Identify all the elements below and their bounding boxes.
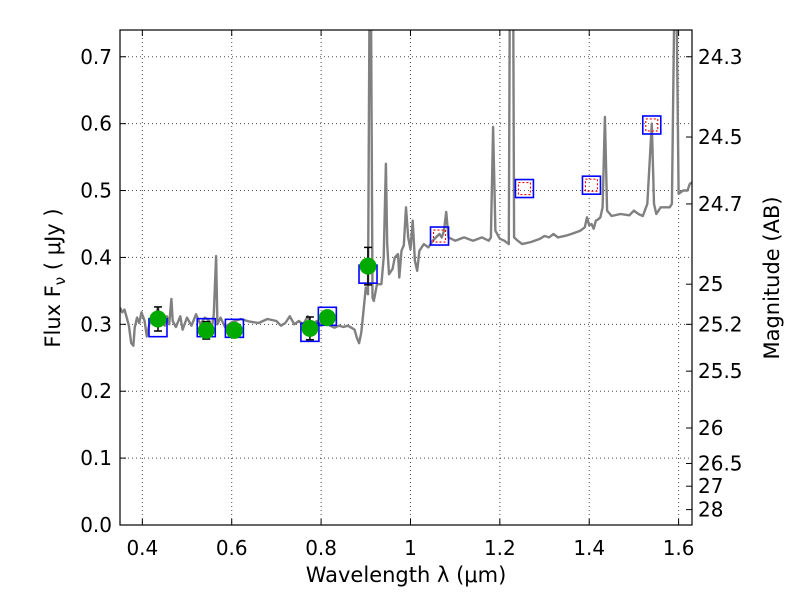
- y-tick-label: 0.0: [80, 513, 112, 537]
- y-tick-label: 0.2: [80, 379, 112, 403]
- x-tick-label: 1.6: [663, 536, 695, 560]
- x-tick-label: 1.4: [573, 536, 605, 560]
- model-box-marker: [514, 178, 535, 199]
- x-tick-label: 0.4: [126, 536, 158, 560]
- y-axis-label-unit: ( μJy ): [41, 208, 65, 276]
- observed-point: [197, 321, 215, 339]
- right-tick-label: 25: [698, 272, 723, 296]
- x-tick-label: 1: [404, 536, 417, 560]
- x-tick-label: 1.2: [484, 536, 516, 560]
- y-axis-label-main: Flux F: [41, 285, 65, 347]
- model-spectrum-line: [120, 30, 692, 347]
- right-tick-label: 26: [698, 416, 723, 440]
- x-axis-label: Wavelength λ (μm): [306, 563, 507, 587]
- observed-point: [225, 321, 243, 339]
- right-tick-label: 27: [698, 474, 723, 498]
- spectrum-layer: [120, 30, 692, 347]
- x-tick-label: 0.6: [216, 536, 248, 560]
- right-axis-label: Magnitude (AB): [760, 196, 784, 359]
- right-tick-label: 28: [698, 498, 723, 522]
- observed-point: [149, 310, 167, 328]
- y-axis-label-subscript: ν: [51, 277, 69, 285]
- model-box-marker: [641, 115, 662, 135]
- y-tick-label: 0.5: [80, 179, 112, 203]
- right-tick-label: 25.2: [698, 312, 743, 336]
- right-tick-label: 24.5: [698, 125, 743, 149]
- predicted-box-marker: [517, 181, 531, 196]
- y-tick-label: 0.4: [80, 245, 112, 269]
- y-tick-label: 0.3: [80, 312, 112, 336]
- predicted-box-marker: [432, 229, 447, 243]
- right-tick-label: 25.5: [698, 359, 743, 383]
- observed-point: [318, 309, 336, 327]
- observed-point: [359, 257, 377, 275]
- x-tick-label: 0.8: [305, 536, 337, 560]
- model-box-marker: [429, 226, 450, 246]
- y-tick-label: 0.6: [80, 112, 112, 136]
- predicted-box-marker: [645, 118, 659, 132]
- predicted-box-marker: [584, 178, 599, 192]
- y-tick-label: 0.1: [80, 446, 112, 470]
- right-tick-label: 24.3: [698, 45, 743, 69]
- right-tick-label: 26.5: [698, 451, 743, 475]
- observed-point: [301, 319, 319, 337]
- marker-layer: [148, 115, 662, 343]
- tick-layer: 0.4 0.6 0.8 1 1.2 1.4 1.6 0.0 0.1 0.2 0.3 0.4 0.5 0.6…: [80, 30, 743, 560]
- plot-frame: [119, 29, 693, 526]
- y-tick-label: 0.7: [80, 45, 112, 69]
- grid-layer: [120, 30, 692, 526]
- y-axis-label: Flux Fν ( μJy ): [41, 208, 69, 347]
- right-tick-label: 24.7: [698, 192, 743, 216]
- model-box-marker: [581, 175, 602, 195]
